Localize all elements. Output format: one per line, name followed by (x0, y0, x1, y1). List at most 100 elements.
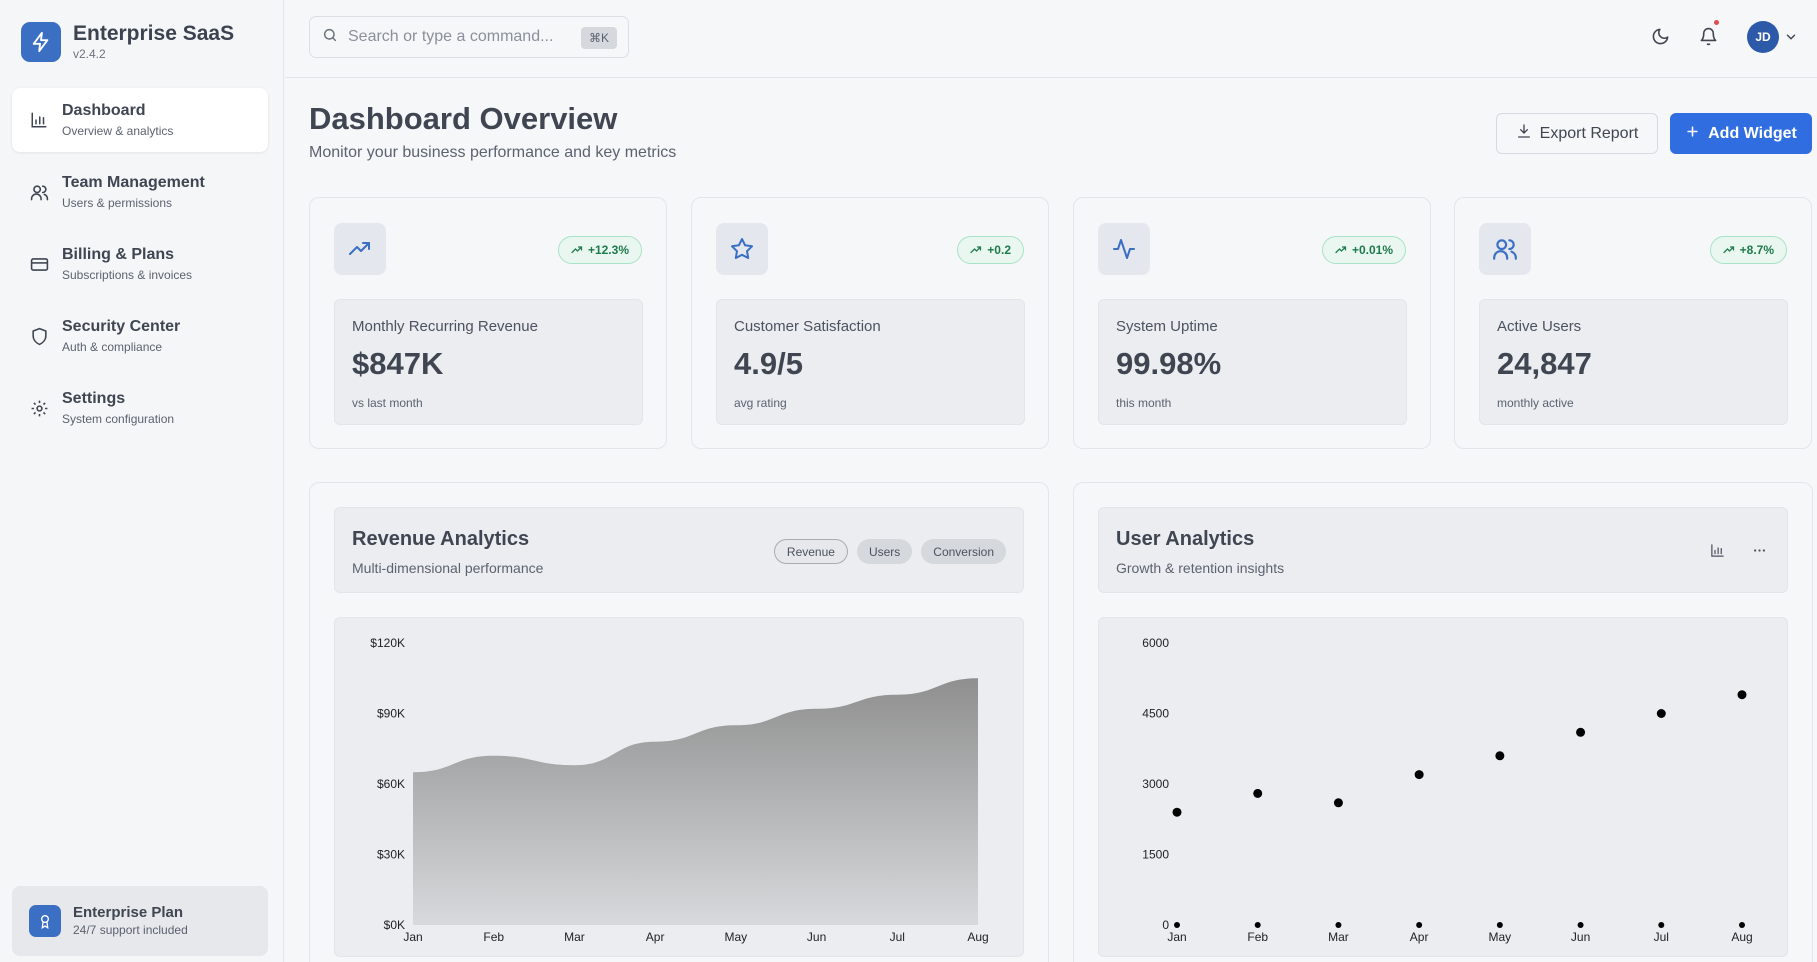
user-point (1739, 922, 1745, 928)
trending-up-icon (334, 223, 386, 275)
user-point (1576, 727, 1586, 737)
avatar[interactable]: JD (1747, 21, 1779, 53)
sidebar-item-label: Billing & Plans (62, 246, 175, 263)
x-tick-label: Apr (646, 930, 665, 944)
sidebar-item-label: Settings (62, 390, 126, 407)
panel-actions (1706, 539, 1770, 561)
user-point (1172, 807, 1182, 817)
sidebar-item-sub: Subscriptions & invoices (62, 268, 193, 282)
metric-body: Active Users 24,847 monthly active (1479, 299, 1788, 425)
trending-up-icon (970, 246, 982, 254)
user-point (1577, 922, 1584, 928)
search-box[interactable]: ⌘K (309, 16, 629, 58)
topbar: ⌘K JD (285, 0, 1817, 78)
x-tick-label: Jul (890, 930, 905, 944)
brand-name: Enterprise SaaS (73, 22, 235, 45)
search-shortcut: ⌘K (580, 27, 617, 49)
trending-up-icon (1335, 246, 1347, 254)
metric-toggle-group: Revenue Users Conversion (773, 539, 1006, 564)
metric-label: Active Users (1497, 318, 1582, 335)
sidebar-item-billing[interactable]: Billing & Plans Subscriptions & invoices (12, 232, 268, 296)
bell-icon[interactable] (1696, 20, 1720, 48)
bar-chart-icon[interactable] (1706, 539, 1728, 561)
chevron-down-icon[interactable] (1784, 30, 1798, 49)
sidebar-item-dashboard[interactable]: Dashboard Overview & analytics (12, 88, 268, 152)
revenue-chart-svg: $0K $30K $60K $90K $120K Jan Feb Mar Apr May Jun Ju… (370, 636, 988, 944)
metric-value: 4.9/5 (734, 346, 803, 381)
sidebar-item-label: Security Center (62, 318, 181, 335)
bar-chart-icon (29, 110, 49, 130)
plan-title: Enterprise Plan (73, 904, 184, 921)
user-point (1737, 690, 1747, 700)
panel-subtitle: Multi-dimensional performance (352, 560, 544, 576)
metric-value: 99.98% (1116, 346, 1222, 381)
metric-card-mrr[interactable]: +12.3% Monthly Recurring Revenue $847K v… (309, 197, 667, 449)
y-tick-label: 6000 (1142, 636, 1169, 650)
user-point (1416, 922, 1423, 928)
panel-title: User Analytics (1116, 528, 1255, 550)
y-tick-label: $60K (377, 777, 405, 791)
user-point (1335, 922, 1342, 928)
y-tick-label: 4500 (1142, 707, 1169, 721)
metric-card-satisfaction[interactable]: +0.2 Customer Satisfaction 4.9/5 avg rat… (691, 197, 1049, 449)
metric-card-uptime[interactable]: +0.01% System Uptime 99.98% this month (1073, 197, 1431, 449)
sidebar-item-sub: Users & permissions (62, 196, 173, 210)
export-report-label: Export Report (1539, 124, 1639, 142)
user-point (1253, 788, 1263, 798)
sidebar-item-sub: System configuration (62, 412, 175, 426)
y-tick-label: $120K (370, 636, 405, 650)
user-point (1495, 751, 1505, 761)
sidebar-item-security[interactable]: Security Center Auth & compliance (12, 304, 268, 368)
shield-icon (29, 326, 49, 346)
sidebar-item-label: Team Management (62, 174, 205, 191)
x-tick-label: Jan (1167, 930, 1186, 944)
users-icon (1479, 223, 1531, 275)
change-badge: +12.3% (557, 236, 642, 264)
pill-revenue[interactable]: Revenue (773, 539, 848, 564)
pill-users[interactable]: Users (856, 539, 913, 564)
revenue-area (413, 678, 978, 925)
notification-dot (1714, 20, 1719, 25)
credit-card-icon (29, 254, 49, 274)
page-title: Dashboard Overview (309, 101, 618, 136)
x-tick-label: Apr (1410, 930, 1429, 944)
user-point (1496, 922, 1503, 928)
sidebar-item-team-management[interactable]: Team Management Users & permissions (12, 160, 268, 224)
add-widget-button[interactable]: Add Widget (1670, 113, 1812, 154)
brand[interactable]: Enterprise SaaS v2.4.2 (21, 22, 234, 62)
metric-body: System Uptime 99.98% this month (1098, 299, 1407, 425)
x-tick-label: Aug (967, 930, 988, 944)
search-input[interactable] (348, 28, 568, 46)
user-chart-svg: 0 1500 3000 4500 6000 Jan Feb Mar Apr May Jun Jul Au… (1142, 636, 1752, 944)
y-tick-label: 3000 (1142, 777, 1169, 791)
trending-up-icon (571, 246, 583, 254)
award-icon (29, 905, 61, 937)
metric-card-active-users[interactable]: +8.7% Active Users 24,847 monthly active (1454, 197, 1812, 449)
metric-label: System Uptime (1116, 318, 1218, 335)
more-icon[interactable] (1748, 539, 1770, 561)
user-chart: 0 1500 3000 4500 6000 Jan Feb Mar Apr May Jun Jul Au… (1098, 617, 1788, 957)
y-tick-label: $30K (377, 848, 405, 862)
trending-up-icon (1723, 246, 1734, 254)
sidebar-item-settings[interactable]: Settings System configuration (12, 376, 268, 440)
panel-subtitle: Growth & retention insights (1116, 560, 1285, 576)
revenue-analytics-panel: Revenue Analytics Multi-dimensional perf… (309, 482, 1049, 962)
x-tick-label: Jun (807, 930, 826, 944)
y-tick-label: 0 (1162, 918, 1169, 932)
change-badge: +8.7% (1709, 236, 1787, 264)
change-badge: +0.2 (957, 236, 1024, 264)
metric-value: 24,847 (1497, 346, 1592, 381)
metric-body: Customer Satisfaction 4.9/5 avg rating (716, 299, 1025, 425)
metric-body: Monthly Recurring Revenue $847K vs last … (334, 299, 643, 425)
user-point (1414, 770, 1424, 780)
y-tick-label: 1500 (1142, 848, 1169, 862)
metric-note: monthly active (1497, 396, 1574, 410)
x-tick-label: Jun (1571, 930, 1590, 944)
plus-icon (1685, 124, 1700, 144)
activity-icon (1098, 223, 1150, 275)
plan-card[interactable]: Enterprise Plan 24/7 support included (12, 886, 268, 956)
moon-icon[interactable] (1648, 24, 1672, 48)
download-icon (1516, 123, 1532, 144)
pill-conversion[interactable]: Conversion (921, 539, 1006, 564)
export-report-button[interactable]: Export Report (1496, 113, 1658, 154)
